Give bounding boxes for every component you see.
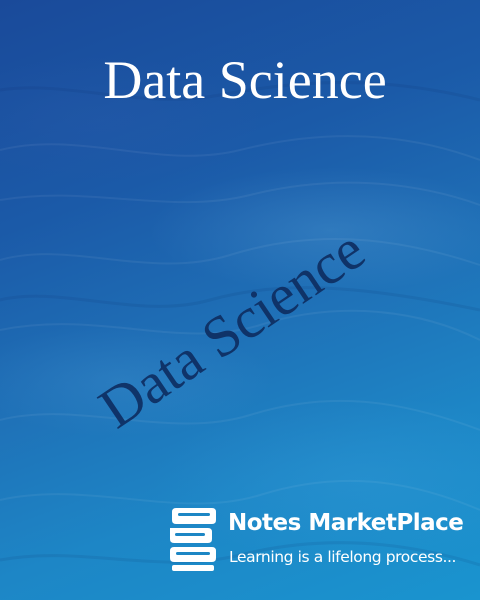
stacked-books-icon [170, 508, 216, 571]
cover-title: Data Science [103, 50, 387, 110]
notes-marketplace-logo: Notes MarketPlace Learning is a lifelong… [168, 506, 468, 578]
brand-tagline: Learning is a lifelong process... [229, 548, 457, 566]
brand-name: Notes MarketPlace [228, 510, 464, 536]
